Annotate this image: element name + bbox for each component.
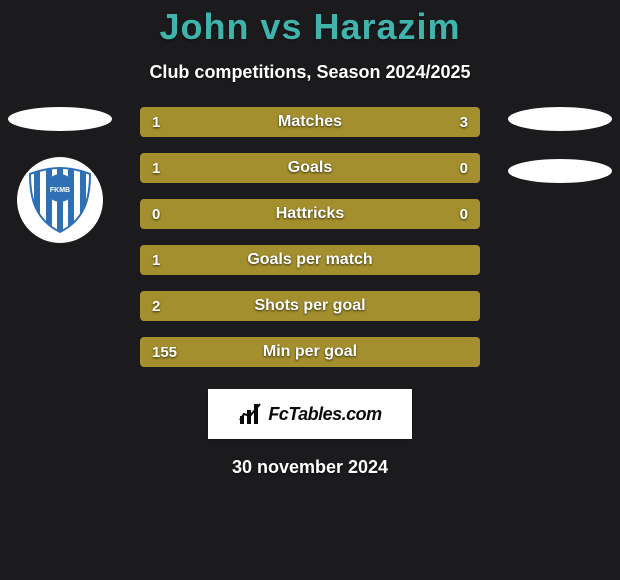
stat-bars: 13Matches 10Goals 00Hattricks 1Goals per ma…	[140, 107, 480, 367]
stat-row: 155Min per goal	[140, 337, 480, 367]
stat-row: 10Goals	[140, 153, 480, 183]
club-shield-icon: FKMB	[24, 164, 96, 236]
brand-badge[interactable]: FcTables.com	[208, 389, 412, 439]
stat-bar-track	[140, 199, 480, 229]
stat-row: 1Goals per match	[140, 245, 480, 275]
stat-bar-left-fill	[140, 153, 480, 183]
brand-text: FcTables.com	[268, 404, 381, 425]
stat-bar-left-fill	[140, 291, 480, 321]
left-player-avatar-placeholder	[8, 107, 112, 131]
stat-row: 00Hattricks	[140, 199, 480, 229]
right-player-avatar-placeholder	[508, 107, 612, 131]
stat-bar-left-fill	[140, 337, 480, 367]
content-row: FKMB 13Matches 10Goals 00Hattricks 1Goals p…	[0, 107, 620, 367]
brand-chart-icon	[238, 402, 264, 426]
svg-text:FKMB: FKMB	[50, 187, 70, 194]
subtitle: Club competitions, Season 2024/2025	[0, 62, 620, 83]
right-club-badge-placeholder	[508, 159, 612, 183]
stat-bar-right-fill	[225, 107, 480, 137]
left-club-badge: FKMB	[17, 157, 103, 243]
stat-row: 13Matches	[140, 107, 480, 137]
comparison-card: John vs Harazim Club competitions, Seaso…	[0, 0, 620, 580]
left-player-column: FKMB	[0, 107, 120, 243]
date-line: 30 november 2024	[0, 457, 620, 478]
stat-bar-left-fill	[140, 107, 225, 137]
stat-bar-left-fill	[140, 245, 480, 275]
stat-row: 2Shots per goal	[140, 291, 480, 321]
page-title: John vs Harazim	[0, 0, 620, 48]
right-player-column	[500, 107, 620, 183]
